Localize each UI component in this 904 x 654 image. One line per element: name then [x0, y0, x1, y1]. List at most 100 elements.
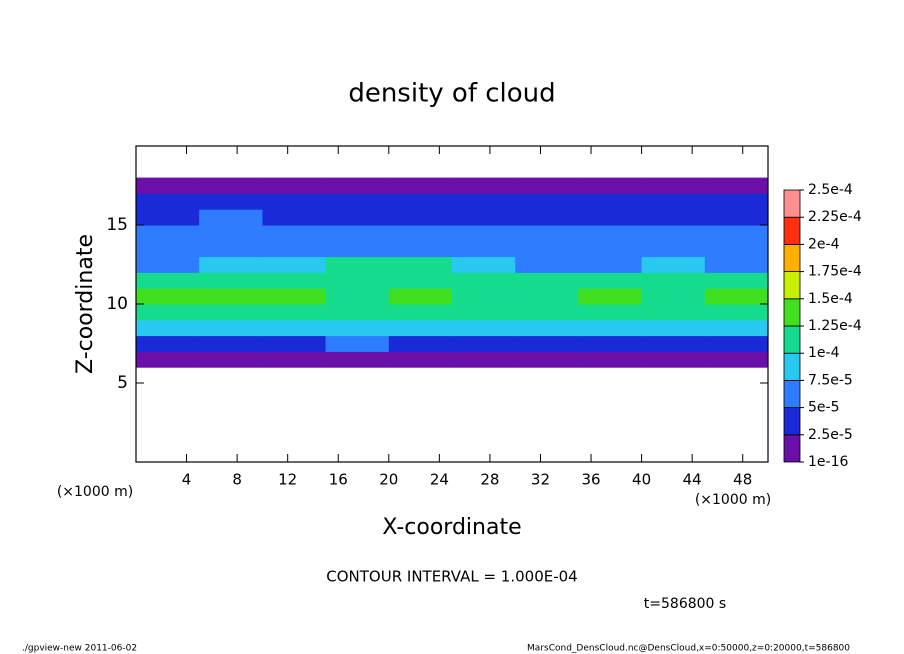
- heat-cell: [515, 225, 579, 242]
- x-tick-label: 36: [581, 471, 600, 489]
- colorbar-label: 1.25e-4: [808, 318, 862, 334]
- x-tick-label: 24: [430, 471, 449, 489]
- heat-cell: [452, 335, 516, 352]
- colorbar-label: 2e-4: [808, 236, 840, 252]
- heat-cell: [388, 288, 453, 305]
- x-unit-left: (×1000 m): [57, 484, 133, 500]
- heat-cell: [325, 288, 390, 305]
- heat-cell: [388, 319, 453, 337]
- heat-cell: [452, 256, 516, 273]
- heat-cell: [199, 240, 263, 258]
- heat-cell: [704, 209, 769, 226]
- heat-cell: [452, 304, 516, 321]
- footer-right: MarsCond_DensCloud.nc@DensCloud,x=0:5000…: [527, 644, 850, 654]
- heat-cell: [578, 256, 643, 273]
- heat-cell: [262, 319, 327, 337]
- x-tick-label: 16: [329, 471, 348, 489]
- x-axis-label: X-coordinate: [382, 515, 521, 540]
- x-unit-right: (×1000 m): [695, 492, 771, 508]
- colorbar-box: [783, 216, 801, 245]
- heat-cell: [199, 335, 263, 352]
- heat-cell: [515, 256, 579, 273]
- colorbar-box: [783, 325, 801, 354]
- colorbar-box: [783, 271, 801, 300]
- heat-cell: [452, 193, 516, 210]
- heat-cell: [704, 240, 769, 258]
- heat-cell: [452, 288, 516, 305]
- heat-cell: [515, 240, 579, 258]
- colorbar-box: [783, 189, 801, 218]
- heat-cell: [199, 288, 263, 305]
- heat-cell: [578, 193, 643, 210]
- y-tick-label: 10: [106, 294, 128, 314]
- heat-cell: [136, 193, 200, 210]
- heat-cell: [515, 177, 579, 194]
- heat-cell: [704, 256, 769, 273]
- heat-cell: [452, 319, 516, 337]
- heat-cell: [136, 351, 200, 368]
- heat-cell: [388, 304, 453, 321]
- heat-cell: [388, 240, 453, 258]
- heat-cell: [704, 335, 769, 352]
- heat-cell: [452, 225, 516, 242]
- heat-cell: [388, 256, 453, 273]
- colorbar-label: 7.5e-5: [808, 372, 853, 388]
- heat-cell: [452, 351, 516, 368]
- heat-cell: [136, 225, 200, 242]
- heat-cell: [136, 177, 200, 194]
- y-tick-label: 5: [117, 373, 128, 393]
- heat-cell: [325, 193, 390, 210]
- heat-cell: [388, 351, 453, 368]
- heat-cell: [136, 335, 200, 352]
- heat-cell: [388, 177, 453, 194]
- heat-cell: [325, 256, 390, 273]
- heat-cell: [515, 272, 579, 289]
- heat-cell: [262, 304, 327, 321]
- chart-title: density of cloud: [348, 79, 555, 109]
- heat-cell: [641, 351, 706, 368]
- heat-cell: [641, 177, 706, 194]
- x-tick-label: 28: [480, 471, 499, 489]
- heat-cell: [704, 225, 769, 242]
- colorbar-label: 2.25e-4: [808, 209, 862, 225]
- colorbar-label: 1.75e-4: [808, 264, 862, 280]
- heat-cell: [578, 240, 643, 258]
- x-tick-label: 48: [733, 471, 752, 489]
- heat-cell: [578, 225, 643, 242]
- heat-cell: [704, 304, 769, 321]
- heat-cell: [641, 240, 706, 258]
- colorbar-box: [783, 434, 801, 463]
- heat-cell: [388, 209, 453, 226]
- heat-cell: [262, 288, 327, 305]
- heat-cell: [641, 193, 706, 210]
- heat-cell: [578, 351, 643, 368]
- heat-cell: [578, 304, 643, 321]
- colorbar-label: 2.5e-4: [808, 182, 853, 198]
- colorbar-label: 1e-4: [808, 345, 840, 361]
- time-label: t=586800 s: [644, 596, 726, 612]
- heat-cell: [452, 177, 516, 194]
- heat-cell: [515, 288, 579, 305]
- heat-cell: [262, 193, 327, 210]
- heat-cell: [136, 304, 200, 321]
- heat-cell: [388, 335, 453, 352]
- heat-cell: [199, 304, 263, 321]
- heat-cell: [262, 272, 327, 289]
- heat-cell: [325, 335, 390, 352]
- x-tick-label: 12: [278, 471, 297, 489]
- heat-cell: [325, 351, 390, 368]
- heat-cell: [199, 351, 263, 368]
- heat-cell: [641, 256, 706, 273]
- contour-interval: CONTOUR INTERVAL = 1.000E-04: [326, 568, 577, 586]
- heat-cell: [262, 256, 327, 273]
- heat-cell: [199, 256, 263, 273]
- x-tick-label: 8: [232, 471, 242, 489]
- heat-cell: [641, 225, 706, 242]
- x-tick-label: 44: [683, 471, 702, 489]
- heat-cell: [136, 272, 200, 289]
- heat-cell: [515, 351, 579, 368]
- heat-cell: [262, 240, 327, 258]
- heat-cell: [641, 304, 706, 321]
- heat-cell: [262, 209, 327, 226]
